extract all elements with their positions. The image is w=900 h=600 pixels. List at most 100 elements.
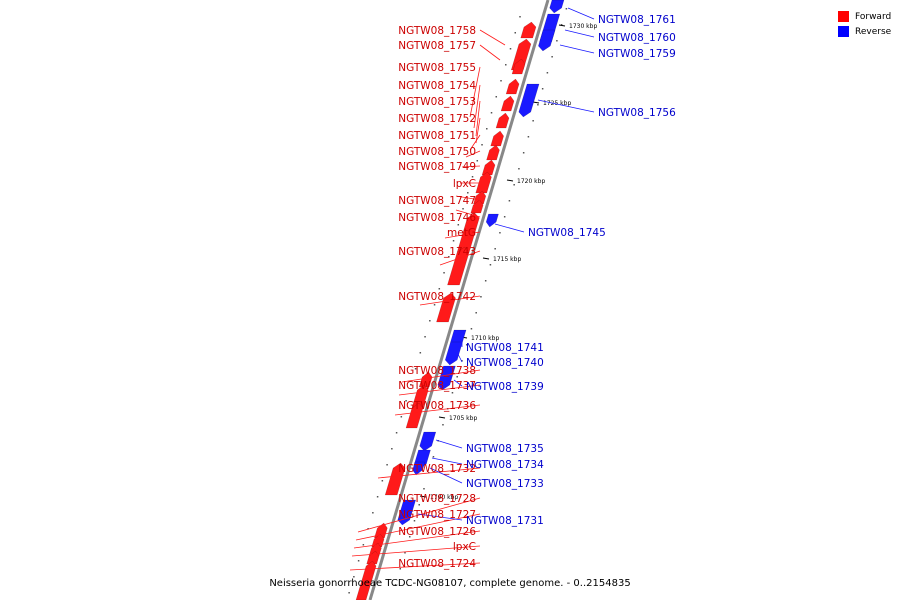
tick-dot (514, 32, 517, 34)
tick-dot (527, 136, 530, 138)
tick-dot (499, 232, 501, 234)
tick-dot (408, 536, 411, 538)
tick-dot (541, 88, 544, 90)
gene-label-reverse: NGTW08_1745 (528, 227, 606, 239)
tick-dot (433, 304, 436, 306)
leader-line-forward (351, 545, 481, 557)
scale-label: 1700 kbp (430, 494, 458, 501)
tick-dot (532, 120, 534, 122)
tick-dot (537, 104, 539, 106)
tick-dot (452, 240, 455, 242)
leader-line-reverse (457, 353, 463, 363)
leader-line-reverse (537, 99, 595, 113)
gene-block-forward (384, 462, 406, 496)
tick-dot (489, 264, 492, 266)
tick-dot (513, 184, 515, 186)
scale-label: 1710 kbp (471, 335, 499, 342)
leader-line-forward (461, 165, 481, 168)
gene-label-forward: lpxC (453, 178, 476, 190)
gene-label-reverse: NGTW08_1760 (598, 32, 676, 44)
tick-dot (381, 480, 384, 482)
tick-dot (414, 368, 417, 370)
tick-dot (519, 16, 521, 18)
tick-dot (556, 40, 558, 42)
tick-dot (348, 592, 350, 594)
tick-dot (410, 384, 412, 386)
leader-line-reverse (494, 223, 525, 233)
gene-block-forward (511, 58, 526, 75)
gene-label-forward: NGTW08_1726 (398, 526, 476, 538)
gene-block-reverse (419, 431, 437, 452)
gene-block-forward (490, 130, 504, 147)
leader-line-forward (398, 384, 481, 396)
leader-line-forward (479, 44, 501, 61)
scale-tick (438, 416, 446, 419)
tick-dot (522, 152, 525, 154)
tick-dot (376, 496, 379, 498)
gene-block-forward (495, 112, 510, 129)
gene-label-forward: NGTW08_1754 (398, 80, 476, 92)
gene-label-forward: NGTW08_1753 (398, 96, 476, 108)
leader-line-reverse (567, 7, 595, 20)
gene-label-forward: NGTW08_1724 (398, 558, 476, 570)
legend-swatch-forward (838, 11, 849, 22)
tick-dot (518, 168, 520, 170)
gene-label-reverse: NGTW08_1761 (598, 14, 676, 26)
leader-line-reverse (559, 44, 595, 54)
gene-label-forward: NGTW08_1743 (398, 246, 476, 258)
gene-label-forward: NGTW08_1737 (398, 380, 476, 392)
tick-dot (551, 56, 553, 58)
gene-blocks (355, 0, 565, 600)
gene-label-forward: NGTW08_1757 (398, 40, 476, 52)
gene-label-reverse: NGTW08_1759 (598, 48, 676, 60)
tick-dot (486, 128, 488, 130)
leader-line-forward (455, 195, 481, 201)
gene-label-forward: lpxC (453, 541, 476, 553)
leader-line-forward (401, 369, 481, 383)
gene-label-reverse: NGTW08_1741 (466, 342, 544, 354)
scale-label: 1725 kbp (543, 100, 571, 107)
tick-dot (395, 432, 398, 434)
gene-label-forward: NGTW08_1758 (398, 25, 476, 37)
genome-caption: Neisseria gonorrhoeae TCDC-NG08107, comp… (269, 578, 631, 589)
gene-block-forward (486, 144, 500, 161)
tick-dot (471, 176, 474, 178)
tick-dot (413, 520, 416, 522)
gene-label-reverse: NGTW08_1739 (466, 381, 544, 393)
scale-label: 1715 kbp (493, 256, 521, 263)
gene-label-forward: NGTW08_1727 (398, 509, 476, 521)
tick-dot (476, 160, 479, 162)
gene-label-forward: NGTW08_1742 (398, 291, 476, 303)
tick-dot (467, 192, 469, 194)
tick-dot (509, 48, 512, 50)
tick-dot (442, 424, 444, 426)
gene-label-forward: NGTW08_1736 (398, 400, 476, 412)
tick-dot (353, 576, 355, 578)
tick-dot (432, 456, 435, 458)
legend: Forward Reverse (838, 9, 891, 39)
scale-label: 1705 kbp (449, 415, 477, 422)
tick-dot (465, 344, 468, 346)
gene-label-forward: NGTW08_1747 (398, 195, 476, 207)
gene-labels: NGTW08_1758 NGTW08_1757 NGTW08_1755 NGTW08_… (398, 14, 676, 570)
tick-dot (423, 488, 425, 490)
gene-label-reverse: NGTW08_1756 (598, 107, 676, 119)
tick-dot (565, 8, 568, 10)
tick-dot (457, 224, 460, 226)
gene-block-reverse (538, 29, 556, 52)
tick-dot (391, 448, 393, 450)
gene-block-reverse (444, 341, 463, 366)
gene-block-reverse (518, 83, 540, 118)
leader-line-forward (419, 295, 481, 306)
gene-block-reverse (412, 461, 426, 476)
leader-line-forward (465, 150, 481, 158)
tick-dot (500, 80, 502, 82)
legend-label-reverse: Reverse (855, 26, 892, 37)
gene-block-reverse (437, 365, 456, 391)
leader-line-forward (469, 134, 481, 151)
leader-line-forward (377, 467, 481, 479)
tick-dot (484, 280, 487, 282)
gene-label-forward: NGTW08_1738 (398, 365, 476, 377)
leader-line-reverse (417, 513, 463, 521)
tick-dot (480, 296, 482, 298)
